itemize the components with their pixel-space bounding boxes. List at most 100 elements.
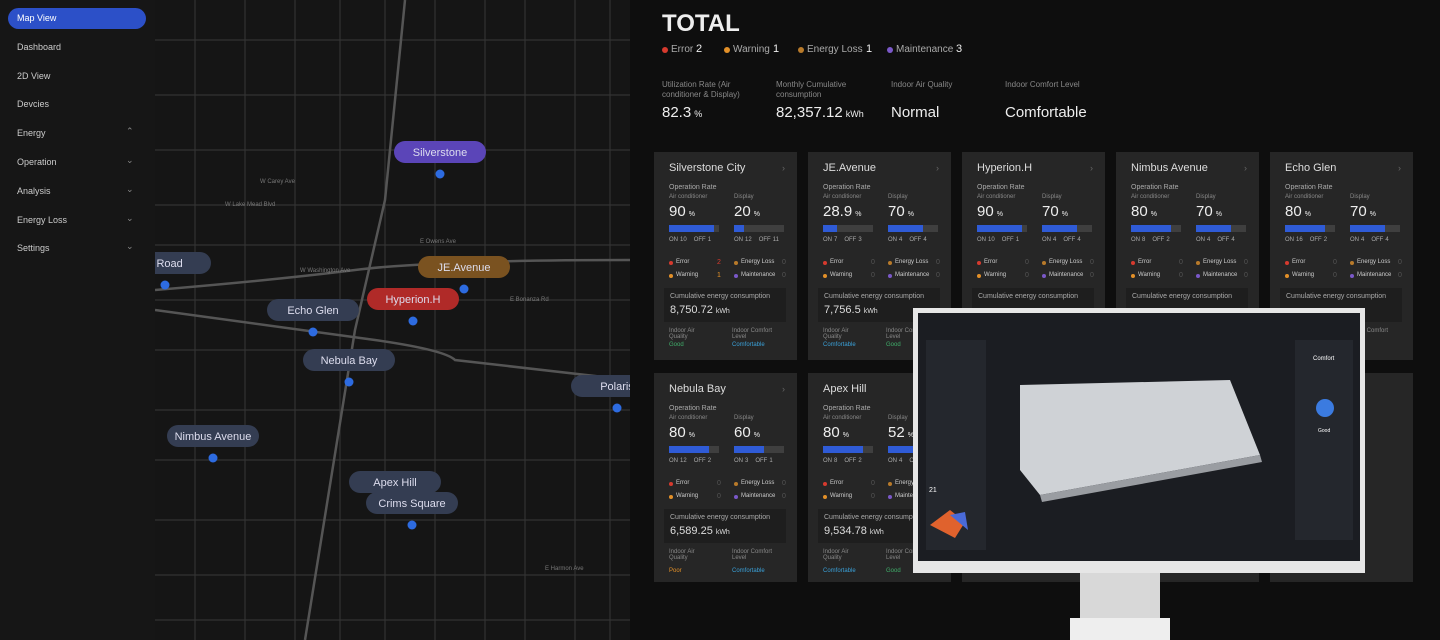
energy-label: Cumulative energy consumption <box>824 293 924 300</box>
status-dot <box>823 261 827 265</box>
nav-label: Settings <box>17 243 50 254</box>
pin-dot <box>208 453 218 463</box>
status-dot <box>1042 261 1046 265</box>
status-label: Energy Loss <box>807 44 863 55</box>
status-label: Energy Loss <box>1357 259 1391 265</box>
status-label: Warning <box>830 493 853 499</box>
pin-dot <box>407 520 417 530</box>
status-dot <box>888 261 892 265</box>
energy-label: Cumulative energy consumption <box>670 293 770 300</box>
map-pin[interactable]: JE.Avenue <box>418 256 510 294</box>
on-off-part: 12 <box>745 237 752 243</box>
metric-value: Normal <box>891 104 939 121</box>
on-off-part: ON <box>1131 237 1140 243</box>
status-dot <box>669 261 673 265</box>
monitor: 21 Comfort Good <box>913 308 1365 640</box>
metric-label: Indoor Comfort Level <box>1005 80 1080 89</box>
pin-label: Silverstone <box>413 147 467 159</box>
on-off-part: OFF <box>844 458 857 464</box>
status-count: 0 <box>1025 259 1029 266</box>
on-off: ON 10 OFF 1 <box>669 237 718 243</box>
energy-label: Cumulative energy consumption <box>978 293 1078 300</box>
bar <box>669 446 709 453</box>
status-count: 0 <box>871 272 875 279</box>
on-off-part: 4 <box>1207 237 1211 243</box>
status-count: 2 <box>696 43 703 55</box>
pin-dot <box>612 403 622 413</box>
status-count: 0 <box>1333 259 1337 266</box>
status-count: 0 <box>1398 272 1402 279</box>
comfort-value: Comfortable <box>732 568 765 574</box>
chevron: ⌄ <box>126 183 134 194</box>
energy-value: 9,534.78 kWh <box>824 525 884 537</box>
metric-number: 82.3 <box>662 104 692 121</box>
status-dot <box>888 274 892 278</box>
pin-dot <box>459 284 469 294</box>
status-dot <box>1131 274 1135 278</box>
chevron: › <box>782 384 785 394</box>
street-label: E Bonanza Rd <box>510 297 549 303</box>
nav-item[interactable]: Map View <box>8 8 146 29</box>
ac-rate: 80% <box>669 424 695 441</box>
bar <box>734 446 764 453</box>
bar <box>1285 225 1325 232</box>
pin-bg <box>167 425 259 447</box>
status-dot <box>1042 274 1046 278</box>
pin-label: Apex Hill <box>373 477 416 489</box>
display-rate: 52% <box>888 424 914 441</box>
on-off-part: OFF <box>1152 237 1165 243</box>
unit: % <box>907 432 914 439</box>
nav-item[interactable]: Operation ⌄ <box>8 152 146 173</box>
display-label: Display <box>1196 194 1216 200</box>
pin-dot <box>308 327 318 337</box>
comfort-label: Indoor Comfort Level <box>886 328 927 340</box>
on-off: ON 12 OFF 2 <box>669 458 718 464</box>
value: 70 <box>1042 203 1059 220</box>
nav-item[interactable]: Analysis ⌄ <box>8 181 146 202</box>
display-label: Display <box>888 194 908 200</box>
nav-item[interactable]: Devcies <box>8 94 146 115</box>
card[interactable]: Nebula Bay › Operation Rate Air conditioner… <box>654 373 797 582</box>
nav-item[interactable]: Energy ⌃ <box>8 123 146 144</box>
status-label: Maintenance <box>741 493 776 499</box>
on-off-part: 1 <box>707 237 712 243</box>
nav-item[interactable]: 2D View <box>8 66 146 87</box>
map-pin[interactable]: Nebula Bay <box>303 349 395 387</box>
ac-rate: 90% <box>669 203 695 220</box>
ac-rate: 80% <box>1285 203 1311 220</box>
map-pin[interactable]: Echo Glen <box>267 299 359 337</box>
card-title: Nebula Bay <box>669 383 726 395</box>
on-off-part: 4 <box>899 458 903 464</box>
status-label: Warning <box>676 272 699 278</box>
map-pin[interactable]: Hyperion.H <box>367 288 459 326</box>
operation-label: Operation Rate <box>669 184 717 191</box>
pin-bg <box>303 349 395 371</box>
nav-item[interactable]: Energy Loss ⌄ <box>8 210 146 231</box>
map-pin[interactable]: o Road <box>155 252 211 290</box>
value: 90 <box>669 203 686 220</box>
nav-label: Dashboard <box>17 41 62 52</box>
unit: kWh <box>715 529 730 536</box>
status-label: Error <box>676 259 690 265</box>
status-label: Error <box>1138 259 1152 265</box>
chevron: › <box>1090 163 1093 173</box>
pin-dot <box>160 280 170 290</box>
status-dot <box>734 482 738 486</box>
nav-item[interactable]: Settings ⌄ <box>8 238 146 259</box>
card[interactable]: Silverstone City › Operation Rate Air condi… <box>654 152 797 360</box>
pin-dot <box>408 316 418 326</box>
nav-label: Operation <box>17 157 57 167</box>
map-pin[interactable]: Polaris <box>571 375 630 413</box>
unit: % <box>855 211 862 218</box>
pin-bg <box>418 256 510 278</box>
status-dot <box>823 482 827 486</box>
status-count: 0 <box>1025 272 1029 279</box>
pin-bg <box>155 252 211 274</box>
map-pin[interactable]: Silverstone <box>394 141 486 179</box>
map-pin[interactable]: Crims Square <box>366 492 458 530</box>
status-count: 0 <box>936 259 940 266</box>
nav-item[interactable]: Dashboard <box>8 37 146 58</box>
display-label: Display <box>888 415 908 421</box>
air-label: Indoor Air Quality <box>823 328 849 340</box>
map-pin[interactable]: Nimbus Avenue <box>167 425 259 463</box>
